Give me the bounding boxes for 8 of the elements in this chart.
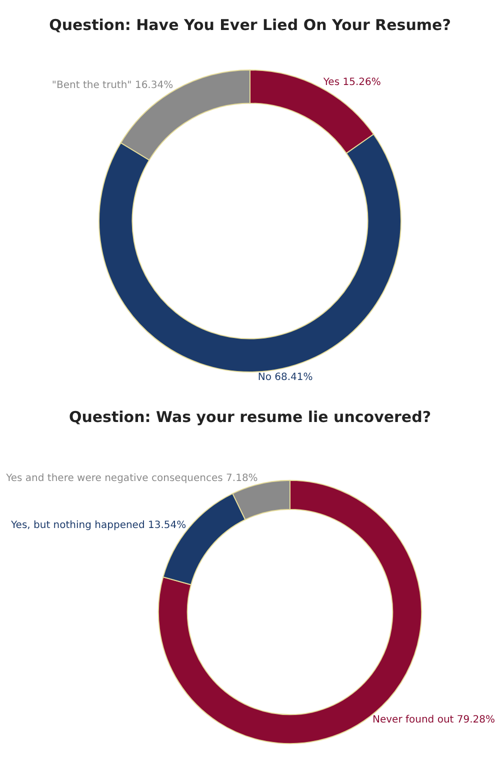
slice-label: No 68.41% (258, 372, 313, 383)
chart-title: Question: Was your resume lie uncovered? (68, 408, 432, 426)
slice-label: Yes, but nothing happened 13.54% (10, 520, 186, 532)
slice-label: "Bent the truth" 16.34% (52, 80, 174, 91)
slice-label: Never found out 79.28% (372, 714, 496, 726)
slice-label: Yes 15.26% (322, 77, 381, 88)
chart-title: Question: Have You Ever Lied On Your Resume? (49, 16, 451, 34)
slice-label: Yes and there were negative consequences 7.18% (5, 473, 258, 484)
